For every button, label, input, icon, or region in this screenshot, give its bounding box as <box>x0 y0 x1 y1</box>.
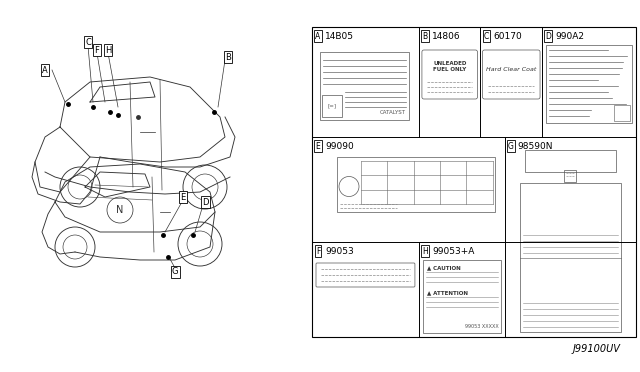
Text: E: E <box>180 192 186 202</box>
Text: H: H <box>105 45 111 55</box>
Text: 14806: 14806 <box>432 32 461 41</box>
Text: Hard Clear Coat: Hard Clear Coat <box>486 67 536 72</box>
Bar <box>423 260 500 333</box>
Text: 990A2: 990A2 <box>555 32 584 41</box>
Bar <box>546 45 632 123</box>
Text: 99053: 99053 <box>325 247 354 256</box>
Bar <box>564 170 576 182</box>
Text: E: E <box>316 141 321 151</box>
Text: F: F <box>316 247 320 256</box>
Text: D: D <box>545 32 551 41</box>
Text: F: F <box>95 45 99 55</box>
Text: ▲ CAUTION: ▲ CAUTION <box>427 265 461 270</box>
Bar <box>337 157 495 212</box>
Bar <box>525 150 616 172</box>
Text: 98590N: 98590N <box>518 141 553 151</box>
Text: CATALYST: CATALYST <box>380 109 406 115</box>
Text: A: A <box>42 65 48 74</box>
Text: 60170: 60170 <box>493 32 522 41</box>
Bar <box>614 105 630 121</box>
Text: C: C <box>484 32 489 41</box>
Text: 14B05: 14B05 <box>325 32 354 41</box>
Text: [=]: [=] <box>328 103 337 109</box>
Text: J99100UV: J99100UV <box>572 344 620 354</box>
Text: B: B <box>225 52 231 61</box>
Text: G: G <box>508 141 514 151</box>
Text: N: N <box>116 205 124 215</box>
Text: D: D <box>202 198 208 206</box>
Bar <box>312 27 636 337</box>
Text: 99053 XXXXX: 99053 XXXXX <box>465 324 499 329</box>
Text: ▲ ATTENTION: ▲ ATTENTION <box>427 290 468 295</box>
Text: G: G <box>172 267 179 276</box>
Bar <box>320 52 409 120</box>
Text: 99053+A: 99053+A <box>432 247 474 256</box>
Text: UNLEADED
FUEL ONLY: UNLEADED FUEL ONLY <box>433 61 467 72</box>
Text: B: B <box>422 32 428 41</box>
Bar <box>520 183 621 332</box>
Text: 99090: 99090 <box>325 141 354 151</box>
Text: A: A <box>316 32 321 41</box>
Bar <box>322 95 342 117</box>
Text: H: H <box>422 247 428 256</box>
Text: C: C <box>85 38 91 46</box>
